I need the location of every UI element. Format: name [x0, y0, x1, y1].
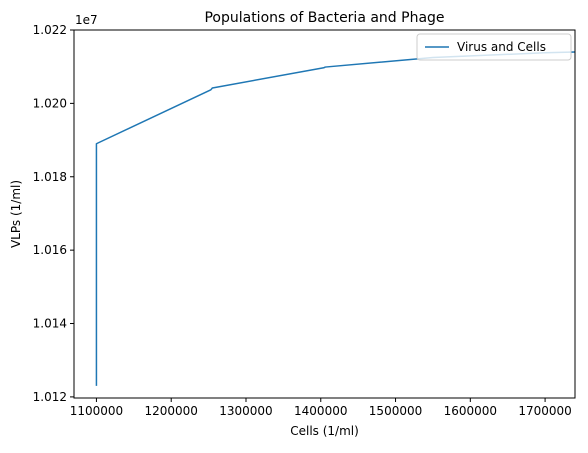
x-tick-label: 1100000	[70, 404, 123, 418]
y-tick-label: 1.018	[33, 170, 67, 184]
x-tick-label: 1500000	[369, 404, 422, 418]
legend-box	[416, 33, 572, 61]
y-axis-label: VLPs (1/ml)	[9, 180, 23, 248]
legend: Virus and Cells	[416, 33, 572, 61]
x-tick-label: 1700000	[518, 404, 571, 418]
x-axis-label: Cells (1/ml)	[290, 424, 359, 438]
y-tick-label: 1.014	[33, 317, 67, 331]
plot-frame	[73, 29, 576, 399]
x-tick-label: 1200000	[144, 404, 197, 418]
y-tick-label: 1.022	[33, 23, 67, 37]
y-axis-offset-label: 1e7	[75, 13, 98, 27]
y-tick-label: 1.016	[33, 243, 67, 257]
x-axis-ticks: 1100000 1200000 1300000 1400000 1500000 16000…	[70, 398, 572, 418]
y-axis-ticks: 1.012 1.014 1.016 1.018 1.020 1.022	[33, 23, 74, 404]
chart-title: Populations of Bacteria and Phage	[204, 10, 444, 26]
x-tick-label: 1400000	[294, 404, 347, 418]
x-tick-label: 1300000	[219, 404, 272, 418]
y-tick-label: 1.020	[33, 96, 67, 110]
y-tick-label: 1.012	[33, 390, 67, 404]
x-tick-label: 1600000	[444, 404, 497, 418]
legend-entry-virus-and-cells: Virus and Cells	[457, 40, 546, 54]
